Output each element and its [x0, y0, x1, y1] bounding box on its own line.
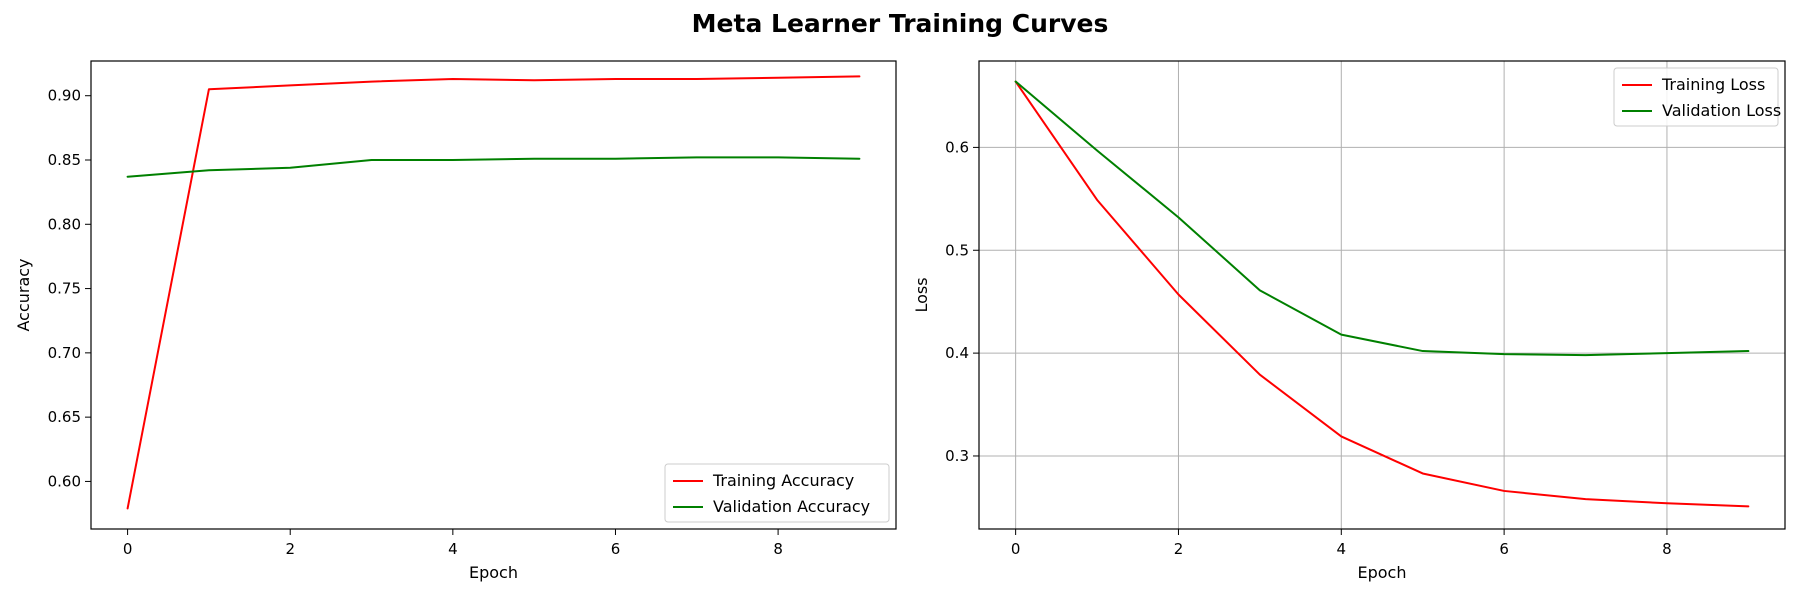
legend-box [664, 463, 890, 523]
y-tick-label: 0.85 [48, 151, 81, 169]
y-tick-label: 0.4 [945, 344, 969, 362]
x-tick-label: 0 [123, 540, 133, 558]
series-line-0 [126, 75, 861, 510]
x-tick-label: 2 [1174, 540, 1184, 558]
chart-panels: 0 2 4 6 80.600.650.700.750.800.850.90EpochAc… [14, 60, 1786, 582]
legend: Training Accuracy Validation Accuracy [664, 463, 890, 523]
legend-label-1: Validation Loss [1662, 101, 1781, 120]
y-axis-label: Accuracy [14, 258, 33, 331]
legend: Training Loss Validation Loss [1613, 67, 1781, 127]
x-axis-label: Epoch [469, 563, 518, 582]
x-tick-label: 0 [1011, 540, 1021, 558]
plot-frame [90, 60, 897, 530]
series-line-1 [126, 156, 861, 178]
y-tick-label: 0.90 [48, 87, 81, 105]
y-tick-label: 0.80 [48, 215, 81, 233]
figure-title: Meta Learner Training Curves [692, 9, 1109, 38]
legend-box [1613, 67, 1779, 127]
y-axis-label: Loss [912, 277, 931, 312]
y-tick-label: 0.5 [945, 241, 969, 259]
y-tick-label: 0.70 [48, 344, 81, 362]
x-tick-label: 6 [1499, 540, 1509, 558]
x-tick-label: 8 [773, 540, 783, 558]
legend-label-0: Training Accuracy [712, 471, 854, 490]
legend-label-1: Validation Accuracy [713, 497, 870, 516]
legend-label-0: Training Loss [1661, 75, 1765, 94]
plot-frame [978, 60, 1786, 530]
x-tick-label: 4 [448, 540, 458, 558]
y-tick-label: 0.75 [48, 280, 81, 298]
y-tick-label: 0.3 [945, 447, 969, 465]
x-axis-label: Epoch [1358, 563, 1407, 582]
y-tick-label: 0.60 [48, 472, 81, 490]
chart-panel-1: 0 2 4 6 8 0.3 0.4 0.5 0.6 Epoch Loss Training Loss V… [912, 60, 1786, 582]
x-tick-label: 2 [285, 540, 295, 558]
x-tick-label: 6 [611, 540, 621, 558]
series-line-0 [1014, 80, 1750, 508]
x-tick-label: 8 [1662, 540, 1672, 558]
chart-panel-0: 0 2 4 6 8 0.60 0.65 0.70 0.75 0.80 0.85 0.90 Epoch Ac… [14, 60, 897, 582]
y-tick-label: 0.65 [48, 408, 81, 426]
series-line-1 [1014, 80, 1750, 357]
y-tick-label: 0.6 [945, 138, 969, 156]
x-tick-label: 4 [1337, 540, 1347, 558]
